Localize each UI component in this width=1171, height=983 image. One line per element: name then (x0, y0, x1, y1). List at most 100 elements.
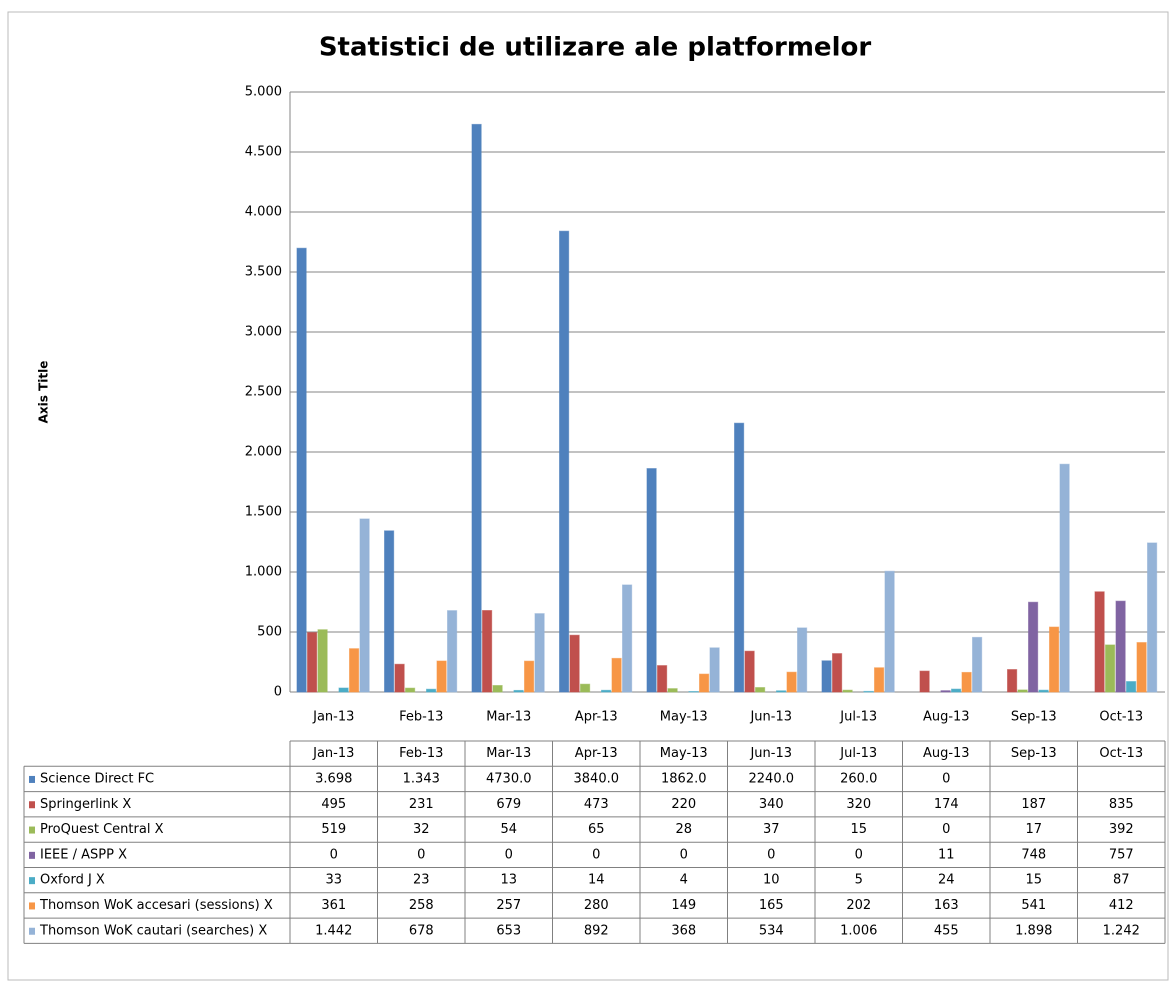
table-cell: 32 (413, 822, 430, 837)
bar (972, 636, 983, 693)
bar (359, 518, 370, 693)
bar (940, 690, 951, 693)
table-cell: 0 (417, 847, 425, 862)
y-tick-label: 3.000 (245, 325, 282, 340)
legend-key (29, 927, 35, 935)
bar (622, 584, 633, 693)
table-cell: 87 (1113, 873, 1130, 888)
bar (646, 468, 657, 693)
table-cell: 24 (938, 873, 955, 888)
table-cell: 0 (942, 771, 950, 786)
legend-key (29, 902, 35, 910)
table-cell: 0 (680, 847, 688, 862)
legend-label: Thomson WoK cautari (searches) X (39, 923, 267, 938)
table-cell: 163 (934, 898, 959, 913)
table-cell: 3.698 (315, 771, 352, 786)
bar (667, 688, 678, 693)
x-tick-label: May-13 (660, 710, 708, 725)
bar (384, 530, 395, 693)
bar (842, 689, 853, 693)
bar (534, 613, 545, 693)
x-tick-label: Jul-13 (839, 710, 877, 725)
table-cell: 1.242 (1103, 923, 1140, 938)
table-cell: 202 (846, 898, 871, 913)
table-cell: 54 (500, 822, 517, 837)
table-cell: 368 (671, 923, 696, 938)
bar (884, 570, 895, 693)
table-cell: 14 (588, 873, 605, 888)
table-cell: 1.343 (403, 771, 440, 786)
bar (1115, 600, 1126, 693)
y-tick-label: 500 (257, 625, 282, 640)
bar (296, 247, 307, 693)
x-tick-label: Jun-13 (749, 710, 792, 725)
bar (1136, 642, 1147, 693)
y-tick-label: 4.000 (245, 205, 282, 220)
table-cell: 165 (759, 898, 784, 913)
bar (734, 422, 745, 693)
bar (426, 688, 437, 693)
bar (317, 629, 328, 693)
table-cell: 13 (500, 873, 517, 888)
x-tick-label: Aug-13 (923, 710, 970, 725)
table-cell: 361 (321, 898, 346, 913)
table-cell: 5 (855, 873, 863, 888)
bar (657, 665, 668, 693)
table-cell: 392 (1109, 822, 1134, 837)
bar (821, 660, 832, 693)
bar (482, 610, 493, 693)
chart-frame (7, 11, 1169, 981)
table-header: Apr-13 (575, 746, 618, 761)
bar (307, 632, 318, 693)
bar (559, 230, 570, 693)
y-tick-label: 2.000 (245, 445, 282, 460)
y-tick-label: 1.500 (245, 505, 282, 520)
table-header: May-13 (660, 746, 708, 761)
table-cell: 1862.0 (661, 771, 707, 786)
table-header: Jul-13 (839, 746, 877, 761)
table-cell: 23 (413, 873, 430, 888)
bar (874, 667, 885, 693)
legend-key (29, 801, 35, 809)
table-cell: 4 (680, 873, 688, 888)
bar (611, 657, 622, 693)
y-axis-title: Axis Title (37, 361, 51, 424)
table-cell: 1.898 (1015, 923, 1052, 938)
table-cell: 1.006 (840, 923, 877, 938)
y-tick-label: 0 (274, 685, 282, 700)
table-cell: 412 (1109, 898, 1134, 913)
y-tick-label: 1.000 (245, 565, 282, 580)
legend-key (29, 851, 35, 859)
table-cell: 65 (588, 822, 605, 837)
table-cell: 28 (675, 822, 692, 837)
y-tick-label: 5.000 (245, 85, 282, 100)
table-header: Sep-13 (1011, 746, 1057, 761)
bar (492, 685, 503, 693)
legend-label: Oxford J X (40, 873, 105, 888)
bar (471, 123, 482, 693)
bar (1007, 669, 1018, 693)
table-cell: 679 (496, 797, 521, 812)
table-cell: 3840.0 (574, 771, 620, 786)
table-cell: 280 (584, 898, 609, 913)
bar (1028, 601, 1039, 693)
x-tick-label: Mar-13 (486, 710, 531, 725)
bar (776, 690, 787, 693)
table-header: Jun-13 (749, 746, 792, 761)
bar (797, 627, 808, 693)
table-cell: 541 (1021, 898, 1046, 913)
table-cell: 220 (671, 797, 696, 812)
table-cell: 4730.0 (486, 771, 532, 786)
table-cell: 519 (321, 822, 346, 837)
table-cell: 678 (409, 923, 434, 938)
y-tick-label: 4.500 (245, 145, 282, 160)
legend-label: Springerlink X (40, 797, 131, 812)
table-cell: 231 (409, 797, 434, 812)
bar (1049, 626, 1060, 693)
table-cell: 0 (592, 847, 600, 862)
bar (863, 690, 874, 693)
table-cell: 2240.0 (749, 771, 795, 786)
table-cell: 174 (934, 797, 959, 812)
table-cell: 187 (1021, 797, 1046, 812)
legend-label: Thomson WoK accesari (sessions) X (39, 898, 273, 913)
